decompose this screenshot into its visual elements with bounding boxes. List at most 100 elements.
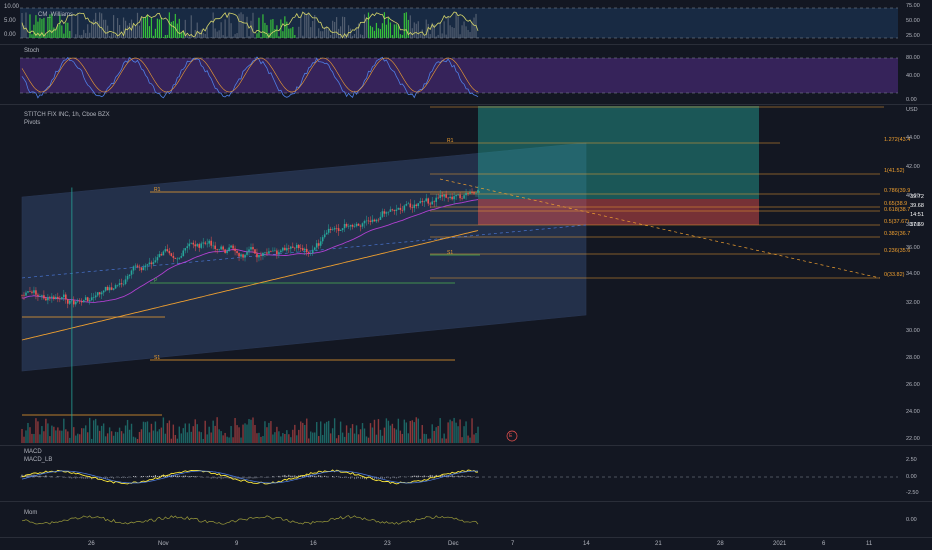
cmw-bar [53, 27, 55, 38]
price-tick: 34.00 [906, 271, 920, 277]
candle-body [112, 288, 115, 290]
time-tick: 21 [655, 541, 662, 547]
cm-williams-pane[interactable]: 10.00 5.00 0.00 CM_Williams 75.00 50.00 … [0, 0, 932, 44]
pane-separator[interactable] [0, 44, 932, 45]
macd-hist-bar [43, 476, 45, 477]
volume-bar [357, 434, 360, 443]
cmw-bar [427, 23, 429, 38]
volume-bar [160, 427, 163, 443]
candle-body [258, 254, 260, 258]
mom-pane[interactable]: Mom 0.00 [0, 502, 932, 538]
mom-label: Mom [24, 510, 38, 516]
candle-body [226, 250, 228, 253]
candle-body [128, 274, 131, 277]
macd-hist-bar [266, 477, 268, 478]
symbol-title[interactable]: STITCH FIX INC, 1h, Cboe BZX [24, 112, 110, 118]
volume-bar [114, 431, 117, 443]
cmw-bar [192, 37, 194, 38]
candle-body [475, 192, 477, 194]
candle-body [270, 251, 272, 252]
macd-pane[interactable]: MACD MACD_LB 2.50 0.00 -2.50 [0, 446, 932, 501]
candle-body [178, 257, 181, 259]
volume-bar [51, 425, 53, 443]
volume-bar [61, 430, 63, 443]
volume-bar [98, 430, 101, 443]
macd-hist-bar [340, 477, 342, 478]
candle-body [61, 297, 63, 300]
volume-bar [363, 428, 366, 443]
pane-separator[interactable] [0, 501, 932, 502]
time-axis[interactable]: 26 Nov 9 16 23 Dec 7 14 21 28 2021 6 11 [0, 537, 932, 550]
stoch-label: Stoch [24, 48, 40, 54]
volume-bar [136, 438, 139, 443]
volume-bar [142, 421, 145, 443]
candle-body [72, 300, 75, 305]
stoch-tick-2: 0.00 [906, 97, 917, 103]
macd-hist-bar [443, 474, 445, 477]
macd-hist-bar [362, 477, 364, 479]
macd-hist-bar [385, 477, 387, 479]
candle-body [242, 254, 244, 258]
cmw-bar [242, 14, 244, 39]
cmw-bar [198, 31, 200, 38]
pivot-label: S1 [154, 355, 161, 361]
cmw-bar [101, 13, 103, 38]
candle-body [290, 246, 292, 249]
candle-body [166, 249, 169, 252]
candle-body [260, 254, 262, 256]
volume-bar [222, 435, 224, 443]
volume-bar [453, 417, 455, 443]
price-pill-last: 39.72 [906, 193, 928, 201]
cmw-bar [467, 29, 469, 38]
candle-body [443, 194, 445, 197]
cmw-bar [23, 25, 25, 38]
price-axis[interactable]: USD 44.00 42.00 40.00 38.00 36.00 34.00 … [902, 105, 932, 445]
volume-bar [347, 432, 350, 443]
cmw-bar [89, 32, 91, 38]
cmw-bar [248, 36, 250, 38]
cmw-bar [152, 35, 155, 38]
stoch-pane[interactable]: Stoch 80.00 40.00 0.00 [0, 45, 932, 104]
macd-label: MACD [24, 449, 42, 455]
cm-right-tick-1: 50.00 [906, 18, 920, 24]
cmw-bar [75, 34, 77, 38]
main-chart-pane[interactable]: STITCH FIX INC, 1h, Cboe BZX Pivots E R1… [0, 105, 932, 445]
candle-body [65, 294, 67, 300]
macd-hist-bar [419, 476, 421, 477]
candle-body [447, 197, 449, 199]
candle-body [284, 247, 286, 251]
earnings-event-marker[interactable]: E [509, 433, 513, 439]
cmw-bar [395, 24, 397, 38]
price-tick: 30.00 [906, 328, 920, 334]
cmw-bar [403, 12, 405, 38]
cmw-bar [162, 37, 164, 38]
macd-hist-bar [427, 475, 429, 477]
macd-hist-bar [292, 475, 294, 477]
cmw-bar [196, 22, 198, 38]
fib-label: 1(41.52) [884, 168, 905, 174]
candle-body [254, 249, 256, 254]
macd-hist-bar [469, 476, 471, 477]
pane-separator[interactable] [0, 104, 932, 105]
pane-separator[interactable] [0, 445, 932, 446]
indicator-pivots-label[interactable]: Pivots [24, 120, 41, 126]
candle-body [405, 204, 408, 206]
cmw-bar [214, 28, 216, 38]
cmw-bar [457, 16, 459, 38]
volume-bar [280, 436, 282, 443]
cmw-bar [340, 26, 342, 38]
candle-body [373, 219, 376, 222]
volume-bar [449, 419, 451, 443]
macd-hist-bar [364, 477, 366, 480]
candle-body [403, 205, 406, 211]
volume-bar [425, 434, 427, 443]
candle-body [383, 211, 386, 214]
cmw-bar [113, 15, 115, 38]
candle-body [359, 225, 362, 227]
candle-body [196, 244, 199, 247]
macd-hist-bar [188, 476, 190, 477]
cmw-bar [292, 26, 294, 38]
candle-body [238, 253, 240, 257]
volume-bar [230, 426, 232, 443]
cmw-bar [413, 22, 415, 38]
